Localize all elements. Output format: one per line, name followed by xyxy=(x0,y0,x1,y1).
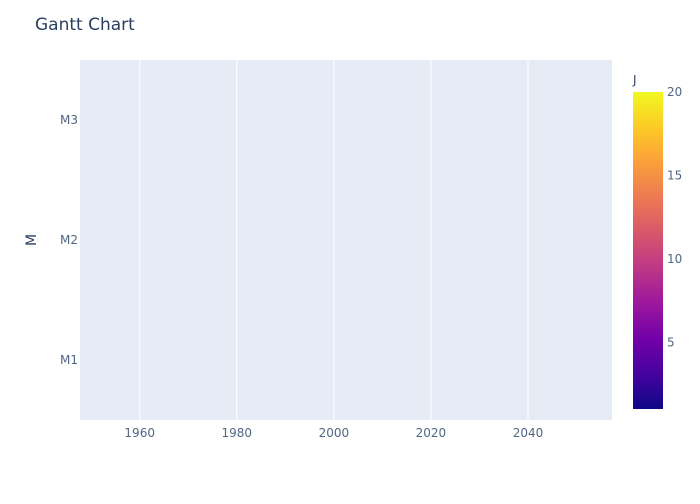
colorbar xyxy=(633,92,663,409)
plot-area xyxy=(80,60,612,420)
x-tick-label: 1980 xyxy=(222,426,253,440)
x-tick-label: 2000 xyxy=(319,426,350,440)
colorbar-tick-label: 20 xyxy=(667,85,682,99)
colorbar-tick-label: 15 xyxy=(667,168,682,182)
x-axis-ticks: 1960 1980 2000 2020 2040 xyxy=(124,426,543,440)
y-axis-ticks: M1 M2 M3 xyxy=(60,113,78,367)
y-tick-label: M2 xyxy=(60,233,78,247)
colorbar-tick-label: 10 xyxy=(667,252,682,266)
x-tick-label: 2040 xyxy=(513,426,544,440)
chart-title: Gantt Chart xyxy=(35,15,135,35)
y-axis-title: M xyxy=(24,234,40,246)
x-tick-label: 1960 xyxy=(124,426,155,440)
colorbar-tick-label: 5 xyxy=(667,335,675,349)
grid-lines xyxy=(139,60,529,420)
x-tick-label: 2020 xyxy=(416,426,447,440)
y-tick-label: M1 xyxy=(60,353,78,367)
y-tick-label: M3 xyxy=(60,113,78,127)
colorbar-ticks: 5 10 15 20 xyxy=(667,85,682,349)
colorbar-title: J xyxy=(632,73,637,87)
